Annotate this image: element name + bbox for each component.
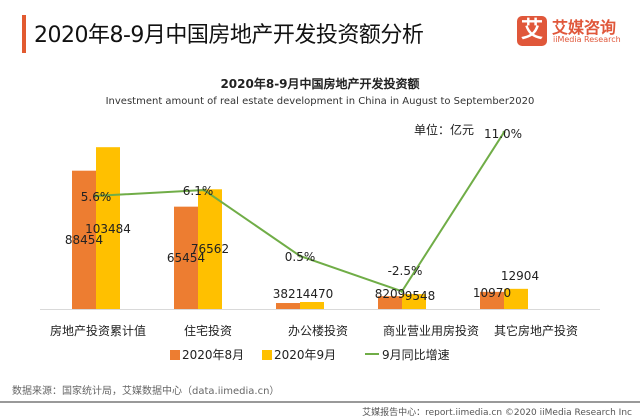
value-label-aug: 10970 [473, 286, 511, 300]
footer-copyright: 艾媒报告中心：report.iimedia.cn ©2020 iiMedia R… [362, 408, 632, 416]
category-label: 房地产投资累计值 [49, 324, 147, 338]
growth-line [95, 131, 505, 293]
iimedia-logo: 艾 艾媒咨询 iiMedia Research [517, 16, 635, 48]
value-label-aug: 65454 [167, 251, 205, 265]
growth-label: 6.1% [183, 184, 214, 198]
logo-cn-text: 艾媒咨询 [552, 18, 617, 37]
page-title: 2020年8-9月中国房地产开发投资额分析 [34, 23, 424, 48]
value-label-sep: 9548 [405, 289, 436, 303]
legend-item-aug: 2020年8月 [170, 346, 244, 363]
growth-point [400, 289, 404, 293]
value-label-sep: 12904 [501, 269, 539, 283]
value-label-sep: 103484 [85, 222, 131, 236]
value-label-sep: 4470 [303, 287, 334, 301]
bar-aug [378, 296, 402, 309]
legend-label: 9月同比增速 [382, 348, 450, 362]
value-label-sep: 76562 [191, 242, 229, 256]
bar-sep [300, 302, 324, 309]
legend-item-sep: 2020年9月 [262, 346, 336, 363]
bar-aug [480, 291, 504, 309]
bar-sep [402, 294, 426, 309]
bar-sep [96, 147, 120, 309]
value-label-aug: 3821 [273, 287, 304, 301]
legend-swatch [170, 350, 180, 360]
data-source: 数据来源：国家统计局，艾媒数据中心（data.iimedia.cn） [12, 386, 280, 397]
growth-label: -2.5% [388, 264, 423, 278]
legend-line [365, 353, 379, 355]
category-label: 商业营业用房投资 [382, 324, 480, 338]
footer-divider [0, 401, 640, 403]
legend-swatch [262, 350, 272, 360]
growth-label: 11.0% [484, 127, 522, 141]
logo-en-text: iiMedia Research [553, 35, 621, 44]
bar-sep [504, 288, 528, 309]
growth-point [202, 188, 206, 192]
category-label: 其它房地产投资 [493, 324, 579, 338]
bar-aug [276, 303, 300, 309]
growth-point [298, 254, 302, 258]
title-accent-bar [22, 15, 26, 53]
category-label: 办公楼投资 [287, 324, 349, 338]
chart-title: 2020年8-9月中国房地产开发投资额 [220, 77, 420, 91]
legend-label: 2020年9月 [274, 348, 337, 362]
bar-aug [174, 206, 198, 309]
growth-point [502, 130, 506, 134]
growth-point [94, 194, 98, 198]
bar-aug [72, 170, 96, 309]
value-label-aug: 8209 [375, 287, 406, 301]
value-label-aug: 88454 [65, 233, 103, 247]
unit-label: 单位：亿元 [414, 123, 475, 137]
chart-subtitle: Investment amount of real estate develop… [105, 96, 535, 107]
category-label: 住宅投资 [183, 324, 233, 338]
legend-label: 2020年8月 [182, 348, 245, 362]
growth-label: 0.5% [285, 250, 316, 264]
logo-mark: 艾 [517, 16, 547, 46]
legend-item-growth: 9月同比增速 [365, 346, 450, 363]
growth-label: 5.6% [81, 190, 112, 204]
bar-sep [198, 189, 222, 309]
